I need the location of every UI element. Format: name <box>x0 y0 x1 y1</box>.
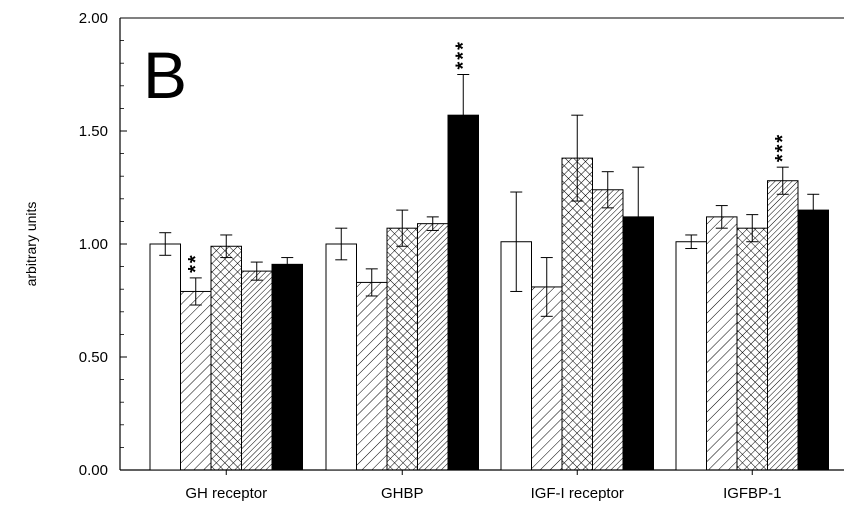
y-tick-label: 1.00 <box>79 236 108 253</box>
bar <box>592 189 624 471</box>
y-tick-label: 0.00 <box>79 462 108 479</box>
y-axis-label: arbitrary units <box>23 202 39 287</box>
bar <box>325 243 357 471</box>
bar <box>767 180 799 471</box>
bar <box>180 290 212 471</box>
y-tick-label: 1.50 <box>79 123 108 140</box>
bar <box>271 263 303 471</box>
x-tick-group: GH receptor GHBP IGF-I receptor IGFBP-1 <box>185 470 781 502</box>
bar <box>797 209 829 471</box>
bar <box>706 216 738 471</box>
significance-marker: *** <box>452 40 474 69</box>
x-tick-label: IGF-I receptor <box>531 485 624 502</box>
y-tick-group: 0.00 0.50 1.00 1.50 2.00 <box>79 10 127 479</box>
x-tick-label: GHBP <box>381 485 424 502</box>
bar <box>531 286 563 471</box>
x-tick-label: GH receptor <box>185 485 267 502</box>
bar <box>386 227 418 471</box>
bar <box>736 227 768 471</box>
bar <box>210 245 242 471</box>
x-tick-label: IGFBP-1 <box>723 485 781 502</box>
bar <box>675 241 707 471</box>
y-tick-label: 0.50 <box>79 349 108 366</box>
y-tick-label: 2.00 <box>79 10 108 27</box>
significance-marker: *** <box>772 133 794 162</box>
bar <box>241 270 273 471</box>
bar <box>561 157 593 471</box>
significance-marker: ** <box>185 253 207 273</box>
bar <box>417 223 449 471</box>
bar <box>356 281 388 471</box>
bar-group: ******** <box>149 40 829 471</box>
bar <box>149 243 181 471</box>
panel-label: B <box>143 38 187 112</box>
bar <box>447 114 479 471</box>
